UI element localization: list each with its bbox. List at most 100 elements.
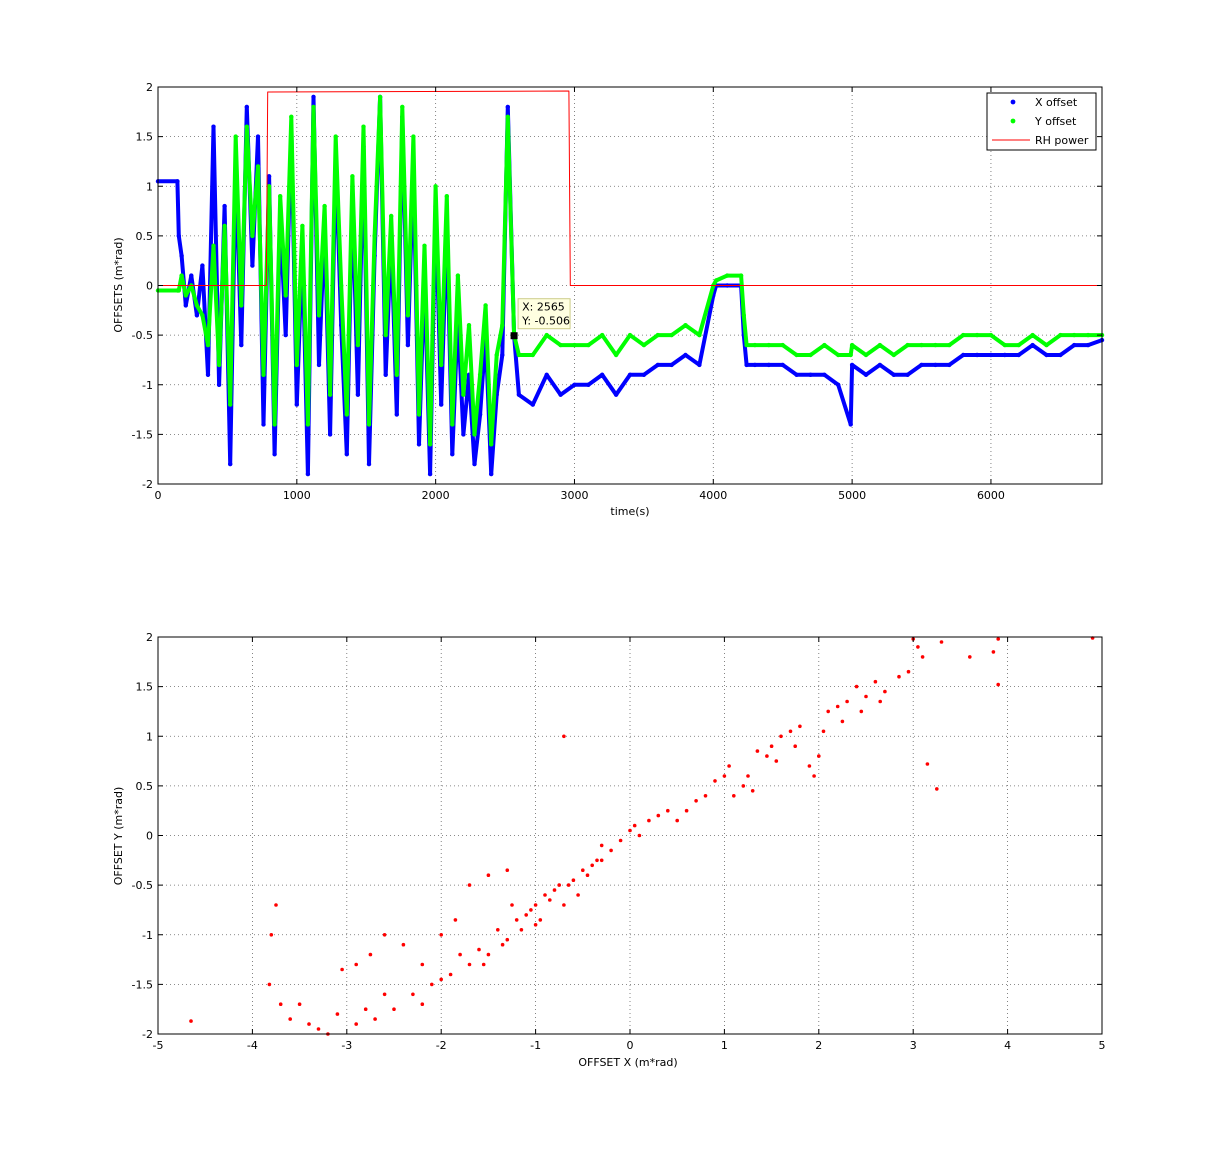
series-point-x-offset bbox=[1058, 352, 1063, 358]
series-point-y-offset bbox=[228, 402, 233, 407]
scatter-points bbox=[189, 636, 1095, 1036]
scatter-point bbox=[854, 684, 859, 689]
scatter-point bbox=[529, 908, 533, 912]
series-point-y-offset bbox=[1044, 342, 1049, 348]
scatter-point bbox=[779, 734, 783, 739]
timeseries-x-tick-label: 1000 bbox=[283, 489, 311, 502]
scatter-x-tick-label: 2 bbox=[815, 1039, 822, 1052]
series-point-x-offset bbox=[961, 352, 966, 358]
timeseries-x-tick-label: 2000 bbox=[422, 489, 450, 502]
series-point-y-offset bbox=[272, 422, 277, 427]
scatter-point bbox=[920, 655, 925, 659]
series-point-y-offset bbox=[822, 342, 827, 348]
timeseries-y-tick-label: 0 bbox=[146, 280, 153, 293]
scatter-point bbox=[812, 774, 816, 778]
timeseries-x-tick-label: 5000 bbox=[838, 489, 866, 502]
timeseries-plot: 0 1000 2000 3000 4000 5000 6000 -2 -1.5 -1 -0.5 0 0.… bbox=[112, 81, 1105, 518]
timeseries-x-tick-label: 6000 bbox=[977, 489, 1005, 502]
series-point-y-offset bbox=[489, 442, 494, 447]
series-point-y-offset bbox=[1058, 332, 1063, 338]
series-point-x-offset bbox=[558, 392, 563, 397]
scatter-point bbox=[935, 787, 939, 791]
scatter-x-tick-label: 4 bbox=[1004, 1039, 1011, 1052]
series-point-y-offset bbox=[641, 342, 647, 348]
scatter-point bbox=[307, 1022, 311, 1026]
series-point-y-offset bbox=[472, 432, 477, 437]
series-point-y-offset bbox=[1016, 342, 1021, 348]
series-point-y-offset bbox=[558, 342, 563, 348]
scatter-point bbox=[807, 764, 812, 768]
series-point-x-offset bbox=[461, 432, 466, 437]
scatter-x-axis-label: OFFSET X (m*rad) bbox=[578, 1056, 677, 1069]
series-point-y-offset bbox=[255, 164, 261, 169]
scatter-y-axis-label: OFFSET Y (m*rad) bbox=[112, 787, 125, 886]
scatter-point bbox=[439, 977, 444, 982]
series-point-x-offset bbox=[344, 452, 349, 457]
datatip[interactable]: X: 2565 Y: -0.506 bbox=[510, 298, 571, 340]
series-point-x-offset bbox=[366, 461, 372, 467]
scatter-point bbox=[878, 699, 882, 704]
series-point-x-offset bbox=[669, 362, 674, 368]
scatter-point bbox=[599, 858, 604, 863]
series-point-y-offset bbox=[205, 342, 211, 348]
scatter-point bbox=[647, 818, 651, 823]
series-point-y-offset bbox=[411, 134, 416, 139]
scatter-point bbox=[500, 942, 505, 947]
datatip-y-label: Y: -0.506 bbox=[521, 315, 570, 328]
legend-rh-power-label: RH power bbox=[1035, 134, 1089, 147]
scatter-point bbox=[581, 868, 585, 872]
scatter-plot: -5 -4 -3 -2 -1 0 1 2 3 4 5 -2 -1.5 -1 -0.5 0 0.5 1 1.5 2 OF… bbox=[112, 631, 1106, 1069]
series-point-x-offset bbox=[244, 104, 249, 110]
scatter-point bbox=[897, 674, 901, 679]
scatter-point bbox=[632, 823, 637, 828]
timeseries-x-tick-label: 3000 bbox=[560, 489, 588, 502]
timeseries-y-tick-label: 1.5 bbox=[136, 131, 154, 144]
series-point-y-offset bbox=[505, 114, 510, 120]
timeseries-y-axis-label: OFFSETS (m*rad) bbox=[112, 237, 125, 332]
timeseries-y-tick-label: 1 bbox=[146, 180, 153, 193]
series-point-x-offset bbox=[572, 382, 577, 387]
series-point-y-offset bbox=[655, 332, 660, 338]
series-point-x-offset bbox=[405, 342, 411, 348]
scatter-x-tick-label: 3 bbox=[910, 1039, 917, 1052]
series-point-y-offset bbox=[200, 313, 205, 318]
scatter-x-tick-label: 1 bbox=[721, 1039, 728, 1052]
scatter-point bbox=[335, 1012, 340, 1016]
series-point-x-offset bbox=[189, 273, 194, 278]
scatter-point bbox=[340, 967, 344, 972]
series-point-y-offset bbox=[919, 342, 924, 348]
series-point-y-offset bbox=[183, 293, 188, 298]
series-point-x-offset bbox=[544, 372, 549, 377]
scatter-point bbox=[722, 774, 727, 778]
scatter-point bbox=[467, 962, 472, 967]
series-point-x-offset bbox=[822, 372, 827, 377]
series-point-y-offset bbox=[239, 303, 244, 308]
scatter-point bbox=[864, 694, 868, 699]
series-point-y-offset bbox=[1030, 332, 1035, 338]
series-point-x-offset bbox=[327, 432, 333, 437]
scatter-point bbox=[694, 799, 698, 803]
series-point-y-offset bbox=[444, 194, 449, 199]
series-point-y-offset bbox=[439, 362, 444, 368]
scatter-ticks: -5 -4 -3 -2 -1 0 1 2 3 4 5 -2 -1.5 -1 -0.5 0 0.5 1 1.5 2 bbox=[132, 631, 1106, 1052]
scatter-point bbox=[430, 982, 434, 987]
series-point-x-offset bbox=[863, 372, 869, 377]
scatter-point bbox=[968, 655, 972, 659]
scatter-point bbox=[274, 903, 278, 907]
series-point-x-offset bbox=[183, 303, 188, 308]
scatter-point bbox=[189, 1019, 193, 1023]
series-point-x-offset bbox=[1044, 352, 1049, 358]
scatter-point bbox=[684, 808, 689, 813]
series-point-y-offset bbox=[283, 293, 288, 298]
series-point-x-offset bbox=[905, 372, 910, 377]
scatter-point bbox=[793, 744, 797, 748]
series-point-x-offset bbox=[175, 179, 180, 184]
scatter-point bbox=[533, 903, 538, 907]
series-point-y-offset bbox=[794, 352, 799, 358]
series-point-y-offset bbox=[741, 313, 746, 318]
series-point-y-offset bbox=[244, 124, 249, 129]
series-point-y-offset bbox=[586, 342, 591, 348]
series-point-y-offset bbox=[848, 352, 853, 358]
scatter-point bbox=[562, 903, 566, 907]
